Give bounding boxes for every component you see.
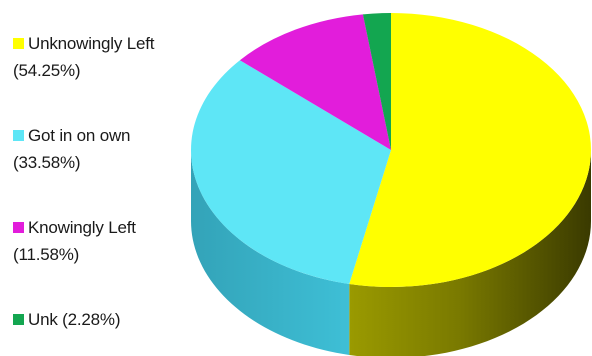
legend-swatch-unk [13,314,24,325]
pie-slice-unknowingly-left [349,13,591,287]
legend-item-knowingly-left: Knowingly Left (11.58%) [13,214,178,268]
pie-slice-knowingly-left [239,14,391,150]
legend-item-unknowingly-left: Unknowingly Left (54.25%) [13,30,178,84]
legend-percent-got-in-on-own: (33.58%) [13,153,81,172]
legend-percent-unknowingly-left: (54.25%) [13,61,81,80]
legend-item-got-in-on-own: Got in on own (33.58%) [13,122,178,176]
pie-sides [191,150,591,356]
legend-label-knowingly-left: Knowingly Left [28,218,136,237]
pie-slice-unk [362,13,391,150]
pie-tops [191,13,591,287]
pie-slice-got-in-on-own [191,60,391,284]
legend-label-unknowingly-left: Unknowingly Left [28,34,155,53]
legend-swatch-unknowingly-left [13,38,24,49]
legend-label-unk: Unk [28,310,58,329]
legend-swatch-knowingly-left [13,222,24,233]
pie-side-unknowingly-left [349,150,591,356]
legend-percent-unk: (2.28%) [62,310,121,329]
legend-percent-knowingly-left: (11.58%) [13,245,80,264]
legend-swatch-got-in-on-own [13,130,24,141]
legend-label-got-in-on-own: Got in on own [28,126,131,145]
legend-item-unk: Unk (2.28%) [13,306,178,333]
pie-side-got-in-on-own [191,150,350,355]
